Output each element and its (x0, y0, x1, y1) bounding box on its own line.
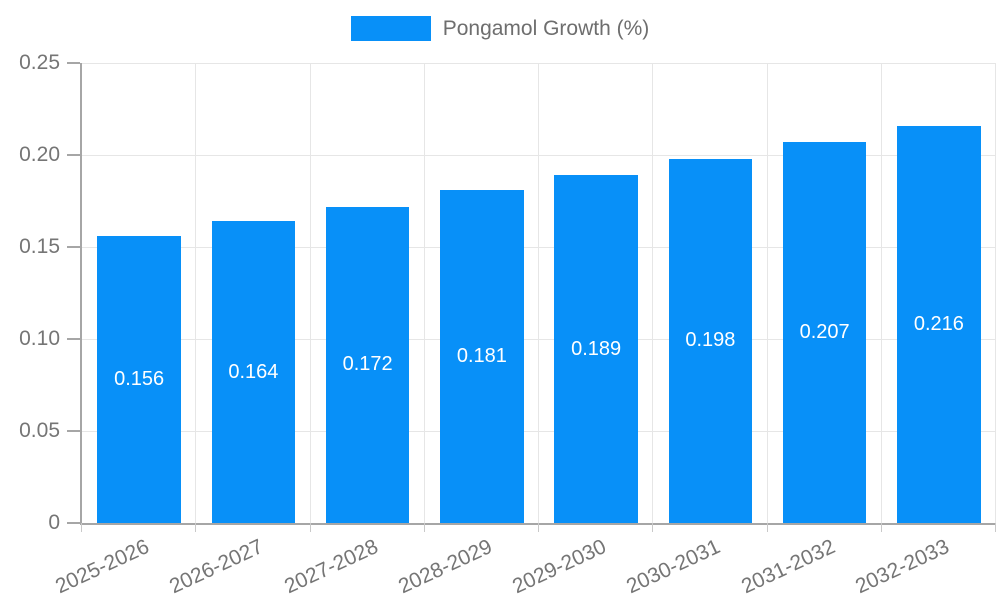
bar-value-label: 0.181 (456, 344, 507, 367)
bar: 0.216 (897, 125, 981, 523)
y-tick-label: 0.15 (19, 235, 60, 258)
y-tick-label: 0.10 (19, 327, 60, 350)
x-tick-label: 2029-2030 (509, 535, 610, 599)
x-tick-label: 2027-2028 (280, 535, 382, 599)
y-tick (67, 154, 80, 156)
x-tick-label: 2028-2029 (394, 535, 496, 599)
y-tick-label: 0 (48, 511, 60, 534)
bar-value-label: 0.207 (799, 321, 850, 344)
x-gridline (880, 63, 882, 523)
y-tick (67, 246, 80, 248)
bar: 0.156 (97, 235, 181, 523)
x-gridline (423, 63, 425, 523)
x-tick (766, 523, 768, 532)
x-tick-label: 2026-2027 (166, 535, 268, 599)
x-tick (538, 523, 539, 532)
x-tick (309, 523, 311, 532)
bar-value-label: 0.164 (228, 360, 279, 383)
y-tick-label: 0.25 (19, 51, 60, 74)
y-tick (67, 430, 80, 432)
x-gridline (309, 63, 311, 523)
x-gridline (766, 63, 768, 523)
legend-label: Pongamol Growth (%) (442, 16, 650, 40)
bar: 0.207 (782, 142, 867, 523)
bar: 0.181 (440, 189, 524, 523)
x-tick-label: 2030-2031 (623, 535, 725, 599)
chart-legend: Pongamol Growth (%) (0, 16, 1000, 41)
bar: 0.198 (668, 158, 753, 523)
x-tick-label: 2025-2026 (52, 535, 153, 599)
legend-item[interactable]: Pongamol Growth (%) (350, 16, 650, 41)
y-gridline (82, 431, 996, 432)
x-tick (195, 523, 197, 532)
bar: 0.164 (211, 221, 296, 523)
plot-area: 0 0.05 0.10 0.15 0.20 0.25 0.156 2025-2026 0.164… (19, 52, 996, 598)
bar-value-label: 0.156 (114, 367, 165, 390)
x-tick (880, 523, 882, 532)
x-tick (995, 523, 996, 532)
y-tick-label: 0.20 (19, 143, 60, 166)
y-tick-label: 0.05 (19, 419, 60, 442)
x-tick (423, 523, 425, 532)
x-tick-label: 2031-2032 (737, 535, 839, 599)
y-gridline (82, 339, 996, 340)
bar-value-label: 0.189 (571, 337, 622, 360)
bar-value-label: 0.172 (342, 353, 393, 376)
x-gridline (538, 63, 539, 523)
y-tick (67, 62, 80, 64)
x-gridline (652, 63, 654, 523)
y-gridline (82, 63, 996, 64)
bar-value-label: 0.198 (685, 329, 736, 352)
x-tick-label: 2032-2033 (851, 535, 953, 599)
y-gridline (82, 155, 996, 156)
y-tick (67, 338, 80, 340)
bar: 0.189 (554, 175, 638, 523)
x-tick (81, 523, 82, 532)
bar-value-label: 0.216 (913, 312, 964, 335)
bar: 0.172 (325, 206, 410, 523)
x-gridline (195, 63, 197, 523)
x-gridline (995, 63, 996, 523)
y-tick (67, 522, 80, 524)
legend-swatch (350, 16, 431, 41)
x-tick (652, 523, 654, 532)
y-gridline (82, 247, 996, 248)
